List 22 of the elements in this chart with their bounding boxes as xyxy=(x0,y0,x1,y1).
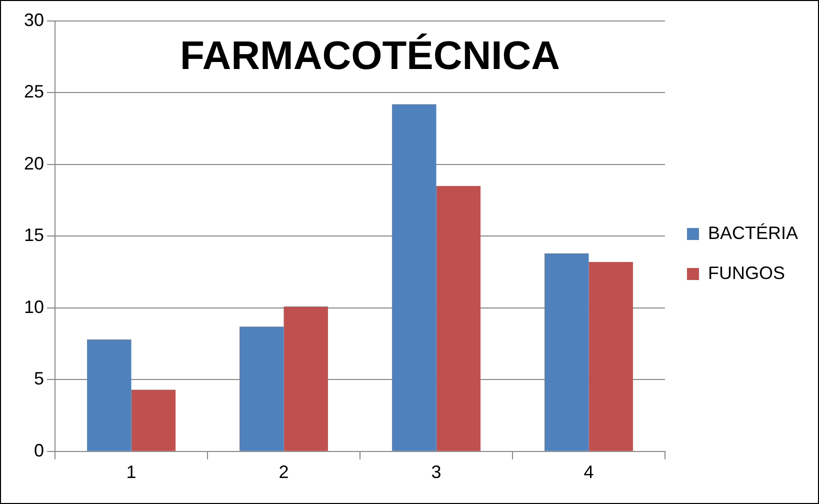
y-tick-label: 0 xyxy=(34,440,44,460)
x-tick-label: 3 xyxy=(431,462,442,482)
bar xyxy=(240,326,284,451)
x-tick-label: 1 xyxy=(126,462,136,482)
x-tick-label: 4 xyxy=(584,462,594,482)
bar xyxy=(436,186,480,451)
y-tick-label: 15 xyxy=(24,225,44,246)
bar xyxy=(588,262,633,451)
bar xyxy=(544,253,589,451)
y-tick-label: 20 xyxy=(24,153,44,174)
bar xyxy=(87,339,132,451)
x-tick-label: 2 xyxy=(278,462,289,482)
chart-title: FARMACOTÉCNICA xyxy=(180,33,560,78)
bar xyxy=(131,390,176,451)
bar xyxy=(284,306,328,451)
bar xyxy=(392,104,436,451)
y-tick-label: 25 xyxy=(24,82,44,102)
legend-label: BACTÉRIA xyxy=(708,222,798,243)
legend-label: FUNGOS xyxy=(708,262,785,283)
y-tick-label: 30 xyxy=(24,10,44,30)
y-tick-label: 5 xyxy=(34,368,44,389)
y-tick-label: 10 xyxy=(24,296,44,317)
